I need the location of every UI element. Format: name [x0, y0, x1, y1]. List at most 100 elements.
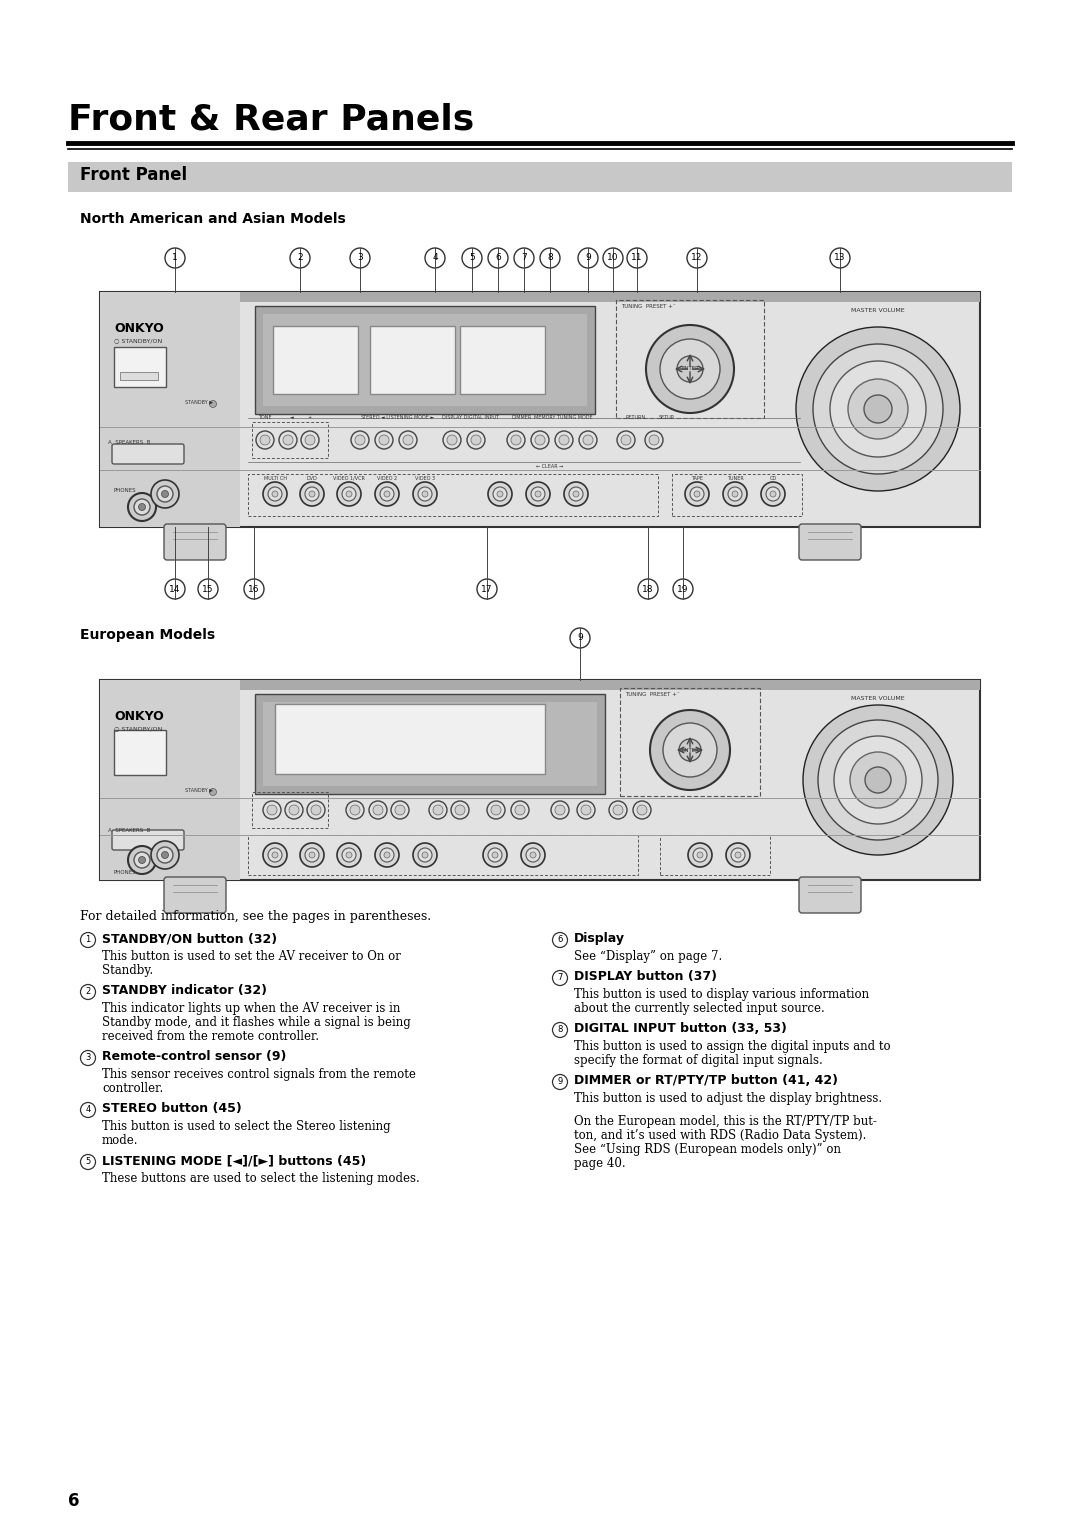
Circle shape	[380, 848, 394, 862]
Circle shape	[264, 843, 287, 866]
Circle shape	[422, 853, 428, 859]
Text: Front Panel: Front Panel	[80, 167, 187, 183]
Circle shape	[477, 579, 497, 599]
Circle shape	[831, 361, 926, 457]
Circle shape	[690, 487, 704, 501]
Circle shape	[289, 805, 299, 814]
Circle shape	[283, 435, 293, 445]
Circle shape	[731, 848, 745, 862]
Circle shape	[726, 843, 750, 866]
Circle shape	[447, 435, 457, 445]
Circle shape	[309, 490, 315, 497]
Circle shape	[646, 325, 734, 413]
Circle shape	[627, 248, 647, 267]
Circle shape	[165, 248, 185, 267]
Bar	[100, 292, 240, 527]
Circle shape	[311, 805, 321, 814]
Bar	[660, 834, 770, 876]
Circle shape	[268, 487, 282, 501]
Text: 5: 5	[85, 1158, 91, 1166]
Text: 10: 10	[607, 254, 619, 263]
Circle shape	[129, 494, 156, 521]
Text: PHONES: PHONES	[114, 869, 137, 876]
Circle shape	[291, 248, 310, 267]
Text: DIMMER: DIMMER	[512, 416, 532, 420]
Text: 12: 12	[691, 254, 703, 263]
Text: 9: 9	[577, 634, 583, 642]
Circle shape	[492, 487, 507, 501]
Text: ← CLEAR →: ← CLEAR →	[537, 465, 564, 469]
Circle shape	[865, 767, 891, 793]
Text: STANDBY/ON button (32): STANDBY/ON button (32)	[102, 932, 278, 944]
Circle shape	[579, 431, 597, 449]
Text: 13: 13	[834, 254, 846, 263]
Circle shape	[535, 435, 545, 445]
Circle shape	[818, 720, 939, 840]
Text: This button is used to assign the digital inputs and to: This button is used to assign the digita…	[573, 1041, 891, 1053]
Circle shape	[796, 327, 960, 490]
Circle shape	[603, 248, 623, 267]
Text: 2: 2	[297, 254, 302, 263]
Text: ENTER: ENTER	[681, 747, 699, 752]
Text: 17: 17	[482, 585, 492, 593]
Circle shape	[581, 805, 591, 814]
Circle shape	[564, 481, 588, 506]
Circle shape	[761, 481, 785, 506]
Circle shape	[337, 843, 361, 866]
Text: controller.: controller.	[102, 1082, 163, 1096]
Text: 6: 6	[557, 935, 563, 944]
Text: MASTER VOLUME: MASTER VOLUME	[851, 309, 905, 313]
Circle shape	[492, 853, 498, 859]
Circle shape	[129, 847, 156, 874]
Circle shape	[285, 801, 303, 819]
Text: ton, and it’s used with RDS (Radio Data System).: ton, and it’s used with RDS (Radio Data …	[573, 1129, 866, 1141]
Text: TONE: TONE	[258, 416, 272, 420]
Text: ONKYO: ONKYO	[114, 711, 164, 723]
Text: 8: 8	[557, 1025, 563, 1034]
Circle shape	[570, 628, 590, 648]
Circle shape	[346, 490, 352, 497]
Circle shape	[864, 396, 892, 423]
Text: This button is used to set the AV receiver to On or: This button is used to set the AV receiv…	[102, 950, 401, 963]
Circle shape	[198, 579, 218, 599]
Circle shape	[244, 579, 264, 599]
Circle shape	[165, 579, 185, 599]
Circle shape	[687, 248, 707, 267]
Text: STEREO: STEREO	[361, 416, 380, 420]
Text: 19: 19	[677, 585, 689, 593]
Text: 18: 18	[643, 585, 653, 593]
Circle shape	[673, 579, 693, 599]
Bar	[460, 325, 545, 394]
Circle shape	[355, 435, 365, 445]
Text: 16: 16	[248, 585, 260, 593]
Text: This indicator lights up when the AV receiver is in: This indicator lights up when the AV rec…	[102, 1002, 401, 1015]
Text: TAPE: TAPE	[691, 477, 703, 481]
Circle shape	[697, 853, 703, 859]
Circle shape	[81, 1103, 95, 1117]
Bar	[255, 306, 595, 414]
Text: TUNING  PRESET +⁻: TUNING PRESET +⁻	[625, 692, 679, 697]
Text: North American and Asian Models: North American and Asian Models	[80, 212, 346, 226]
Circle shape	[834, 736, 922, 824]
Circle shape	[451, 801, 469, 819]
Circle shape	[375, 431, 393, 449]
Circle shape	[210, 400, 216, 408]
Circle shape	[553, 1022, 567, 1038]
Circle shape	[346, 853, 352, 859]
Bar	[672, 474, 802, 516]
Circle shape	[138, 857, 146, 863]
Bar	[370, 325, 455, 394]
Circle shape	[766, 487, 780, 501]
Circle shape	[694, 490, 700, 497]
Circle shape	[850, 752, 906, 808]
Circle shape	[395, 805, 405, 814]
Circle shape	[526, 848, 540, 862]
Circle shape	[553, 1074, 567, 1089]
FancyBboxPatch shape	[112, 830, 184, 850]
Text: MEMORY TUNING MODE: MEMORY TUNING MODE	[534, 416, 592, 420]
Circle shape	[134, 853, 150, 868]
Text: CD: CD	[769, 477, 777, 481]
Text: This sensor receives control signals from the remote: This sensor receives control signals fro…	[102, 1068, 416, 1080]
Circle shape	[511, 435, 521, 445]
Circle shape	[272, 490, 278, 497]
